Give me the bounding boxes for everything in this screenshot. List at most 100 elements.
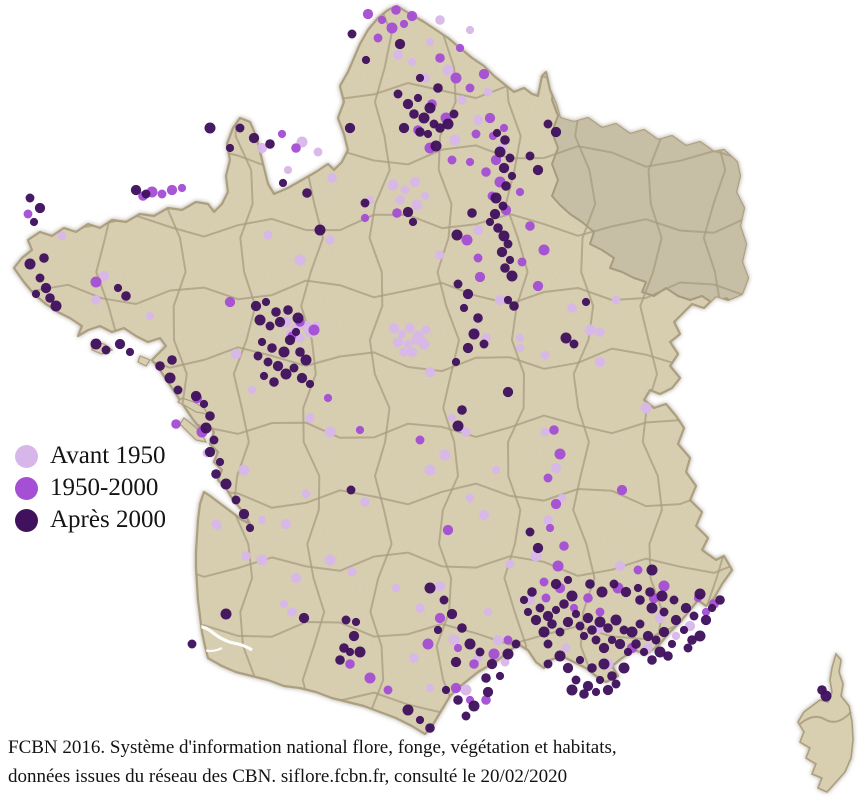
occurrence-dot xyxy=(415,603,425,613)
occurrence-dot xyxy=(421,325,431,335)
occurrence-dot xyxy=(449,134,461,146)
occurrence-dot xyxy=(323,393,333,403)
occurrence-dot xyxy=(557,493,567,503)
occurrence-dot xyxy=(498,201,508,211)
occurrence-dot xyxy=(442,118,454,130)
occurrence-dot xyxy=(616,484,628,496)
occurrence-dot xyxy=(623,647,633,657)
occurrence-dot xyxy=(679,625,689,635)
occurrence-dot xyxy=(383,685,393,695)
occurrence-dot xyxy=(405,323,415,333)
occurrence-dot xyxy=(569,339,579,349)
occurrence-dot xyxy=(284,334,296,346)
occurrence-dot xyxy=(220,478,232,490)
occurrence-dot xyxy=(447,155,457,165)
occurrence-dot xyxy=(547,619,557,629)
occurrence-dot xyxy=(314,224,326,236)
occurrence-dot xyxy=(585,579,595,589)
occurrence-dot xyxy=(292,312,304,324)
occurrence-dot xyxy=(360,497,370,507)
occurrence-dot xyxy=(555,627,565,637)
occurrence-dot xyxy=(453,279,463,289)
occurrence-dot xyxy=(491,465,501,475)
occurrence-dot xyxy=(241,551,251,561)
occurrence-dot xyxy=(402,206,414,218)
occurrence-dot xyxy=(501,181,511,191)
dots-apres-2000 xyxy=(24,29,832,733)
occurrence-dot xyxy=(257,337,267,347)
occurrence-dot xyxy=(579,631,589,641)
occurrence-dot xyxy=(387,179,399,191)
occurrence-dot xyxy=(23,209,33,219)
occurrence-dot xyxy=(667,639,677,649)
occurrence-dot xyxy=(373,33,383,43)
occurrence-dot xyxy=(400,185,410,195)
occurrence-dot xyxy=(465,25,475,35)
occurrence-dot xyxy=(254,314,266,326)
occurrence-dot xyxy=(543,515,553,525)
occurrence-dot xyxy=(530,550,542,562)
occurrence-dot xyxy=(125,347,135,357)
occurrence-dot xyxy=(434,612,446,624)
occurrence-dot xyxy=(461,711,471,721)
occurrence-dot xyxy=(35,273,45,283)
occurrence-dot xyxy=(408,217,418,227)
occurrence-dot xyxy=(446,608,458,620)
occurrence-dot xyxy=(283,305,293,315)
occurrence-dot xyxy=(701,607,711,617)
occurrence-dot xyxy=(635,595,645,605)
occurrence-dot xyxy=(235,123,245,133)
occurrence-dot xyxy=(587,663,597,673)
occurrence-dot xyxy=(494,146,506,158)
occurrence-dot xyxy=(247,385,257,395)
occurrence-dot xyxy=(647,655,657,665)
occurrence-dot xyxy=(478,68,490,80)
occurrence-dot xyxy=(575,655,585,665)
occurrence-dot xyxy=(500,263,510,273)
occurrence-dot xyxy=(505,559,515,569)
occurrence-dot xyxy=(575,621,585,631)
occurrence-dot xyxy=(618,662,630,674)
occurrence-dot xyxy=(651,635,661,645)
occurrence-dot xyxy=(435,53,445,63)
occurrence-dot xyxy=(639,647,649,657)
occurrence-dot xyxy=(345,647,355,657)
occurrence-dot xyxy=(602,684,614,696)
occurrence-dot xyxy=(211,469,221,479)
occurrence-dot xyxy=(450,682,462,694)
corsica xyxy=(797,652,854,793)
occurrence-dot xyxy=(362,8,374,20)
occurrence-dot xyxy=(700,614,712,626)
occurrence-dot xyxy=(631,639,641,649)
apres-2000-swatch-icon xyxy=(15,508,38,532)
occurrence-dot xyxy=(439,449,451,461)
occurrence-dot xyxy=(489,208,501,220)
occurrence-dot xyxy=(302,188,312,198)
occurrence-dot xyxy=(538,626,550,638)
noirmoutier xyxy=(137,355,151,367)
occurrence-dot xyxy=(324,426,336,438)
occurrence-dot xyxy=(640,402,652,414)
occurrence-dot xyxy=(341,615,351,625)
occurrence-dot xyxy=(391,5,401,15)
caption-line-2: données issues du réseau des CBN. siflor… xyxy=(8,766,568,787)
occurrence-dot xyxy=(25,193,35,203)
occurrence-dot xyxy=(39,253,49,263)
occurrence-dot xyxy=(646,564,658,576)
occurrence-dot xyxy=(215,457,225,467)
occurrence-dot xyxy=(50,300,62,312)
occurrence-dot xyxy=(607,671,617,681)
occurrence-dot xyxy=(361,55,371,65)
occurrence-dot xyxy=(525,527,535,537)
occurrence-dot xyxy=(594,356,606,368)
occurrence-dot xyxy=(295,347,305,357)
occurrence-dot xyxy=(542,610,554,622)
occurrence-dot xyxy=(563,575,573,585)
occurrence-dot xyxy=(435,123,445,133)
occurrence-dot xyxy=(425,37,435,47)
occurrence-dot xyxy=(425,723,435,733)
occurrence-dot xyxy=(465,83,475,93)
occurrence-dot xyxy=(402,704,414,716)
occurrence-dot xyxy=(549,425,559,435)
